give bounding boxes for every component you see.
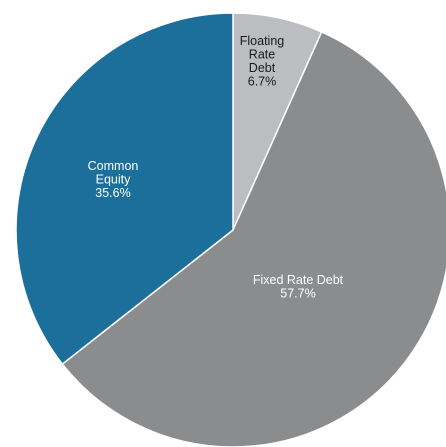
slice-label-line: Debt: [249, 61, 276, 75]
slice-label-line: Floating: [240, 34, 285, 48]
slice-percent-label: 57.7%: [280, 287, 315, 301]
slice-label-0: Floating Rate Debt 6.7%: [240, 34, 285, 89]
slice-label-1: Fixed Rate Debt 57.7%: [253, 273, 344, 301]
slice-label-line: Fixed Rate Debt: [253, 273, 344, 287]
pie-slice-1: [61, 31, 446, 447]
slice-label-2: Common Equity 35.6%: [88, 159, 139, 200]
pie-slice-2: [15, 12, 234, 365]
slice-percent-label: 6.7%: [248, 75, 277, 89]
slice-label-line: Common: [88, 159, 139, 173]
slice-percent-label: 35.6%: [95, 186, 130, 200]
slice-label-line: Equity: [96, 173, 131, 187]
slice-label-line: Rate: [249, 48, 275, 62]
